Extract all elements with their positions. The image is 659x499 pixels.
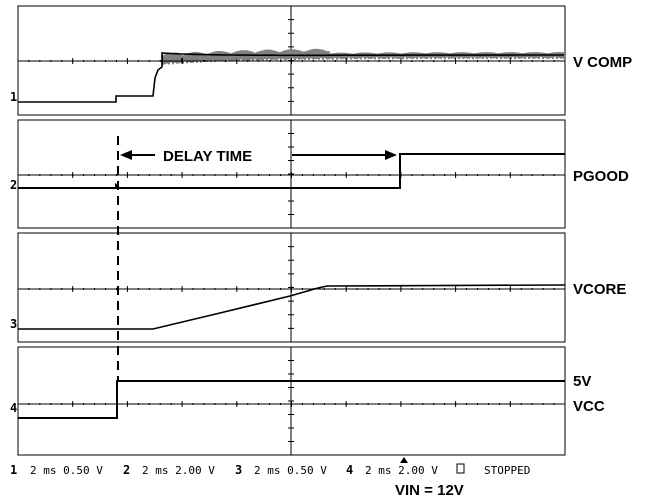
status-bar: 1 2 ms 0.50 V 2 2 ms 2.00 V 3 2 ms 0.50 … xyxy=(10,457,530,477)
scope-grid xyxy=(18,6,565,455)
status-ch3: 2 ms 0.50 V xyxy=(254,464,327,477)
status-ch3-num: 3 xyxy=(235,463,242,477)
label-vcore: VCORE xyxy=(573,281,626,298)
status-ch1-num: 1 xyxy=(10,463,17,477)
trace-5v-vcc xyxy=(18,380,565,419)
label-v-comp: V COMP xyxy=(573,54,632,71)
delay-time-label: DELAY TIME xyxy=(163,148,252,165)
trace-v-comp-ripple xyxy=(162,48,566,65)
status-ch2: 2 ms 2.00 V xyxy=(142,464,215,477)
ch2-marker: 2 xyxy=(10,178,17,192)
ch4-marker: 4 xyxy=(10,401,17,415)
ch1-marker: 1 xyxy=(10,90,17,104)
status-ch4: 2 ms 2.00 V xyxy=(365,464,438,477)
delay-time-annotation: DELAY TIME xyxy=(120,148,397,165)
label-pgood: PGOOD xyxy=(573,168,629,185)
label-vcc: VCC xyxy=(573,398,605,415)
trace-vcore xyxy=(18,284,566,330)
status-ch1: 2 ms 0.50 V xyxy=(30,464,103,477)
footer-vin: VIN = 12V xyxy=(395,482,464,499)
acquisition-square-icon xyxy=(456,463,465,474)
channel-labels: V COMP PGOOD VCORE 5V VCC xyxy=(573,54,632,415)
status-ch2-num: 2 xyxy=(123,463,130,477)
trigger-marker-icon xyxy=(400,457,408,463)
ch3-marker: 3 xyxy=(10,317,17,331)
status-state: STOPPED xyxy=(484,464,530,477)
status-ch4-num: 4 xyxy=(346,463,353,477)
label-5v: 5V xyxy=(573,373,591,390)
channel-markers: 1 2 3 4 xyxy=(10,90,17,415)
